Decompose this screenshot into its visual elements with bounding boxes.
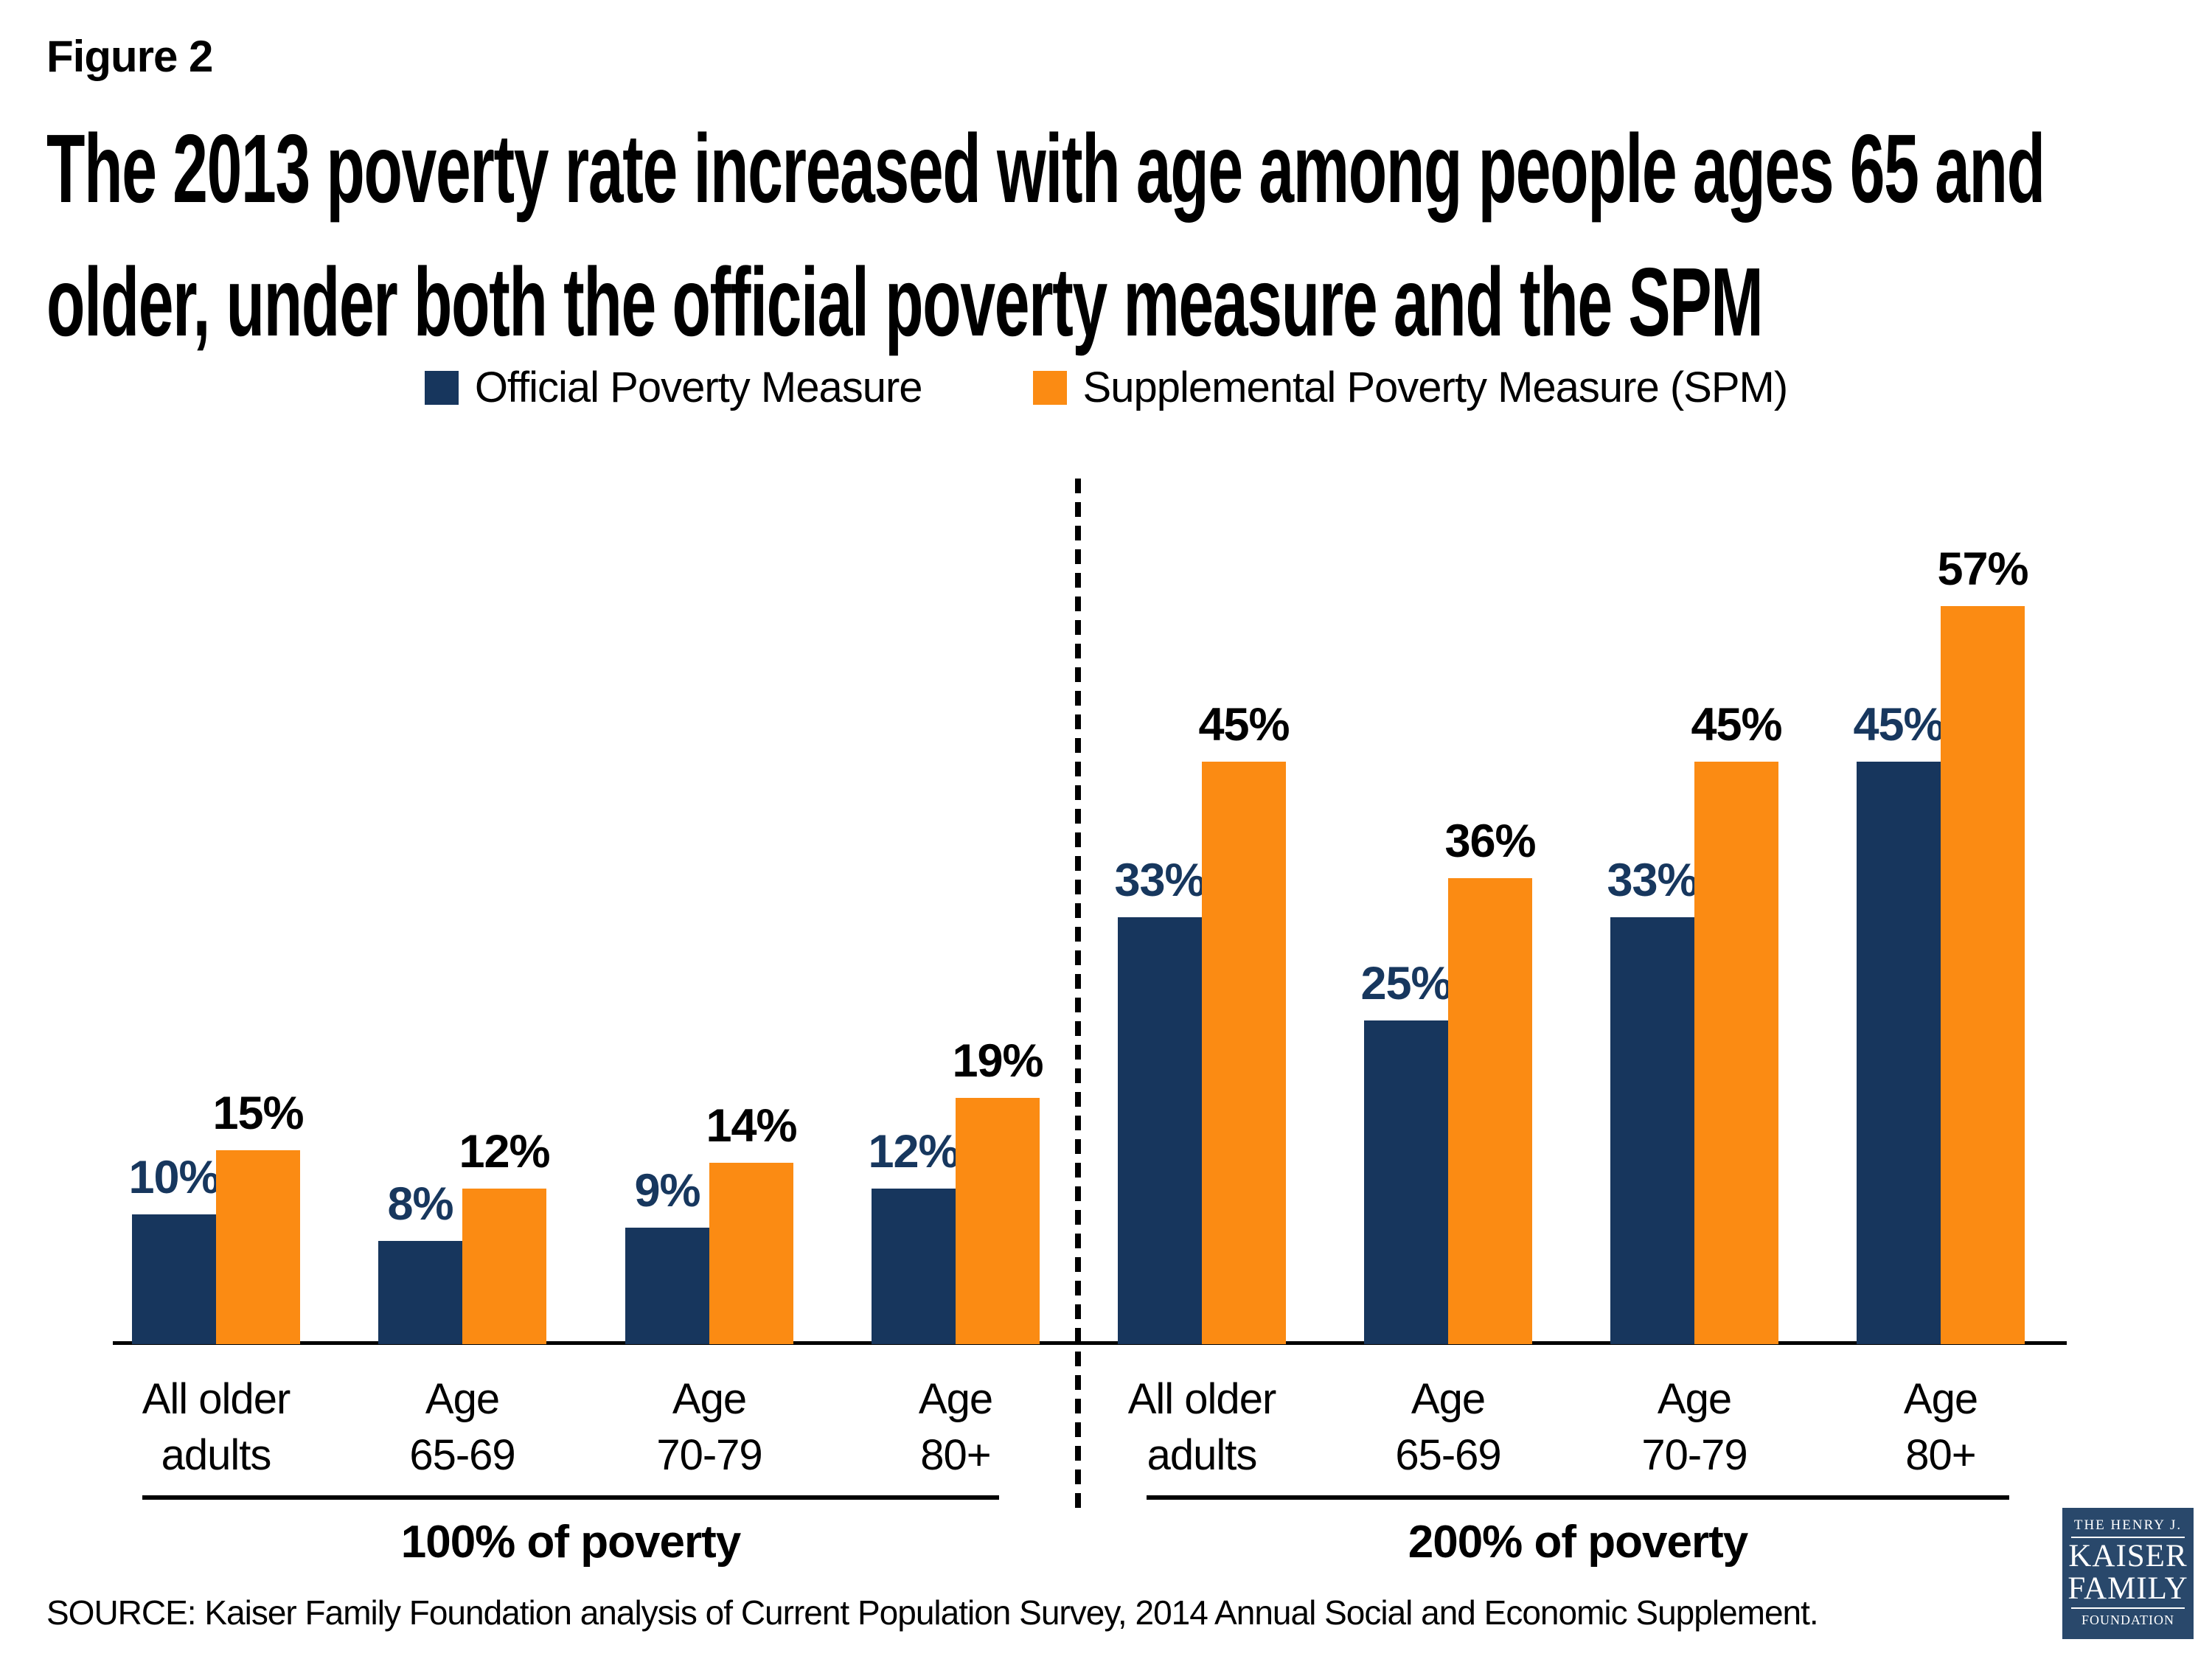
bar-value-label: 9% — [634, 1165, 700, 1217]
axis-category-label-line: 65-69 — [409, 1431, 515, 1479]
bar-value-label: 12% — [868, 1126, 959, 1178]
bar-value-label: 19% — [952, 1035, 1043, 1087]
legend-swatch-icon — [424, 370, 459, 405]
bar-spm — [956, 1098, 1040, 1344]
bar-spm — [462, 1189, 546, 1344]
legend-label: Official Poverty Measure — [474, 364, 923, 411]
bar-official — [132, 1214, 216, 1344]
chart-title-line-1: The 2013 poverty rate increased with age… — [46, 114, 2045, 223]
axis-category-label: Age 65-69 — [1320, 1371, 1576, 1484]
axis-category-label-line: Age — [1903, 1375, 1978, 1423]
legend-item: Official Poverty Measure — [424, 363, 923, 412]
bar-official — [1364, 1020, 1448, 1344]
bar-official — [872, 1189, 956, 1344]
axis-category-label-line: 65-69 — [1395, 1431, 1501, 1479]
group-label: 200% of poverty — [1408, 1517, 1749, 1568]
legend-item: Supplemental Poverty Measure (SPM) — [1032, 363, 1789, 412]
bar-official — [1610, 917, 1694, 1344]
bar-value-label: 33% — [1607, 855, 1698, 906]
kff-logo-text: KAISER — [2068, 1539, 2188, 1573]
chart-title: The 2013 poverty rate increased with age… — [46, 102, 2212, 369]
axis-category-label-line: adults — [1147, 1431, 1258, 1479]
bar-value-label: 12% — [459, 1126, 550, 1178]
bar-value-label: 8% — [387, 1178, 453, 1230]
chart-title-line-2: older, under both the official poverty m… — [46, 248, 1764, 356]
x-axis-line — [113, 1341, 2067, 1345]
legend-label: Supplemental Poverty Measure (SPM) — [1082, 364, 1789, 411]
bar-official — [625, 1228, 709, 1344]
axis-category-label-line: adults — [161, 1431, 272, 1479]
bar-spm — [1448, 878, 1532, 1344]
kff-logo: THE HENRY J. KAISER FAMILY FOUNDATION — [2062, 1508, 2194, 1639]
axis-category-label: Age 70-79 — [1566, 1371, 1823, 1484]
legend-swatch-icon — [1032, 370, 1067, 405]
kff-logo-text: FAMILY — [2067, 1571, 2188, 1606]
bar-value-label: 45% — [1198, 699, 1290, 751]
group-divider-dashed-line — [1075, 479, 1081, 1513]
bar-value-label: 45% — [1853, 699, 1944, 751]
axis-category-label-line: All older — [1127, 1375, 1277, 1423]
kff-logo-rule — [2071, 1607, 2185, 1609]
axis-category-label: Age 80+ — [1812, 1371, 2069, 1484]
axis-category-label-line: Age — [425, 1375, 500, 1423]
bar-value-label: 45% — [1691, 699, 1782, 751]
kff-logo-text: FOUNDATION — [2081, 1613, 2174, 1627]
axis-category-label-line: Age — [1411, 1375, 1486, 1423]
bar-value-label: 57% — [1937, 543, 2028, 595]
source-note: SOURCE: Kaiser Family Foundation analysi… — [46, 1593, 1819, 1632]
group-label: 100% of poverty — [400, 1517, 742, 1568]
axis-category-label-line: Age — [918, 1375, 993, 1423]
axis-category-label-line: Age — [1657, 1375, 1732, 1423]
axis-category-label: Age 65-69 — [334, 1371, 591, 1484]
legend: Official Poverty Measure Supplemental Pov… — [0, 363, 2212, 412]
bar-spm — [709, 1163, 793, 1344]
group-underline — [142, 1495, 999, 1500]
bar-value-label: 25% — [1360, 958, 1452, 1009]
axis-category-label-line: 80+ — [920, 1431, 991, 1479]
axis-category-label-line: Age — [672, 1375, 747, 1423]
bar-official — [1857, 762, 1941, 1344]
bar-value-label: 14% — [706, 1100, 797, 1152]
axis-category-label-line: 70-79 — [656, 1431, 762, 1479]
bar-value-label: 10% — [128, 1152, 220, 1203]
axis-category-label-line: 70-79 — [1641, 1431, 1747, 1479]
axis-category-label-line: 80+ — [1905, 1431, 1976, 1479]
axis-category-label: All older adults — [88, 1371, 344, 1484]
bar-official — [1118, 917, 1202, 1344]
bar-value-label: 36% — [1444, 815, 1536, 867]
bar-spm — [216, 1150, 300, 1344]
bar-spm — [1202, 762, 1286, 1344]
bar-value-label: 15% — [212, 1088, 304, 1139]
axis-category-label: Age 70-79 — [581, 1371, 838, 1484]
figure-label: Figure 2 — [46, 32, 213, 81]
bar-spm — [1694, 762, 1778, 1344]
group-underline — [1147, 1495, 2009, 1500]
axis-category-label: Age 80+ — [827, 1371, 1084, 1484]
bar-official — [378, 1241, 462, 1344]
kff-logo-rule — [2071, 1537, 2185, 1538]
axis-category-label-line: All older — [142, 1375, 291, 1423]
bar-value-label: 33% — [1114, 855, 1206, 906]
bar-spm — [1941, 606, 2025, 1344]
kff-logo-text: THE HENRY J. — [2073, 1517, 2183, 1533]
axis-category-label: All older adults — [1074, 1371, 1330, 1484]
